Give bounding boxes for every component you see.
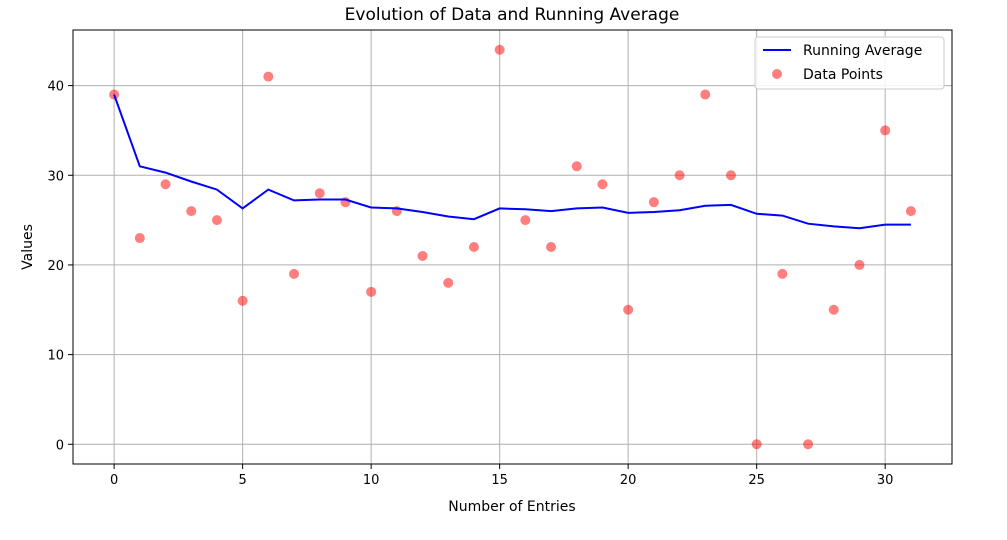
data-point — [520, 215, 531, 226]
data-point — [443, 277, 454, 288]
x-tick-label: 20 — [620, 473, 637, 488]
x-tick-label: 15 — [491, 473, 508, 488]
x-axis-label: Number of Entries — [448, 499, 575, 515]
data-point — [546, 242, 557, 252]
legend-box — [754, 36, 945, 90]
data-point — [725, 170, 736, 181]
y-tick-label: 40 — [47, 80, 64, 95]
legend: Running Average Data Points — [754, 36, 945, 90]
data-point — [494, 44, 505, 55]
x-tick-label: 30 — [877, 473, 894, 488]
data-point — [623, 304, 634, 315]
ticks: 0 5 10 15 20 25 30 0 10 20 30 40 — [47, 80, 893, 488]
data-point — [314, 188, 325, 199]
chart-title: Evolution of Data and Running Average — [345, 5, 680, 25]
data-point — [828, 304, 839, 315]
data-point — [854, 259, 865, 270]
data-point — [777, 268, 788, 279]
x-tick-label: 25 — [748, 473, 765, 488]
data-point — [134, 233, 145, 244]
running-average-line — [113, 94, 911, 230]
data-point — [237, 295, 248, 306]
y-axis-label: Values — [20, 224, 36, 270]
data-point — [597, 179, 608, 190]
data-point — [289, 268, 300, 279]
x-tick-label: 10 — [363, 473, 380, 488]
y-tick-label: 0 — [56, 438, 64, 453]
data-point — [571, 161, 582, 172]
plot-data — [109, 44, 916, 450]
legend-label-running-average: Running Average — [803, 43, 922, 59]
data-point — [109, 89, 120, 100]
data-point — [211, 215, 222, 226]
data-point — [468, 242, 479, 252]
data-point — [700, 89, 711, 100]
data-point — [674, 170, 685, 181]
data-point — [160, 179, 171, 190]
legend-point-swatch — [772, 69, 782, 79]
data-point — [803, 439, 814, 450]
data-point — [366, 286, 377, 297]
grid — [73, 30, 952, 464]
data-point — [880, 125, 891, 136]
y-tick-label: 10 — [47, 349, 64, 364]
data-point — [648, 197, 659, 208]
data-point — [263, 71, 274, 82]
legend-label-data-points: Data Points — [803, 67, 883, 83]
x-tick-label: 5 — [238, 473, 246, 488]
x-tick-label: 0 — [110, 473, 118, 488]
y-tick-label: 30 — [47, 169, 64, 184]
y-tick-label: 20 — [47, 259, 64, 274]
data-point — [751, 439, 762, 450]
data-point — [905, 206, 916, 217]
data-point — [186, 206, 197, 217]
data-point — [417, 250, 428, 261]
plot-frame — [72, 29, 953, 465]
